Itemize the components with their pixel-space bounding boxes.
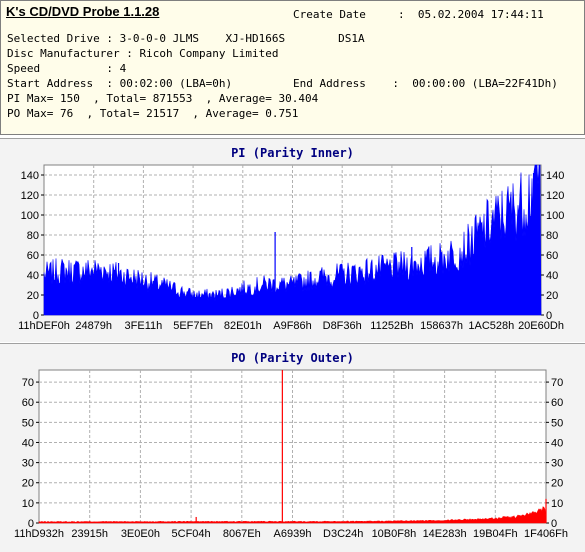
x-tick-label: 82E01h — [224, 320, 262, 332]
y-tick-label-right: 40 — [546, 270, 558, 282]
y-tick-label-right: 50 — [551, 417, 563, 429]
x-tick-label: 5CF04h — [172, 528, 211, 540]
y-tick-label-left: 40 — [22, 437, 34, 449]
x-tick-label: 14E283h — [423, 528, 467, 540]
pi-stats-text: PI Max= 150 , Total= 871553 , Average= 3… — [7, 92, 319, 105]
x-tick-label: 24879h — [75, 320, 112, 332]
x-tick-label: 158637h — [420, 320, 463, 332]
y-tick-label-right: 100 — [546, 210, 564, 222]
y-tick-label-right: 140 — [546, 170, 564, 182]
y-tick-label-left: 60 — [27, 250, 39, 262]
x-tick-label: 1AC528h — [468, 320, 514, 332]
y-tick-label-left: 20 — [27, 290, 39, 302]
x-tick-label: 23915h — [71, 528, 108, 540]
x-tick-label: 3E0E0h — [121, 528, 160, 540]
x-tick-label: 1F406Fh — [524, 528, 568, 540]
y-tick-label-left: 40 — [27, 270, 39, 282]
x-tick-label: 11hDEF0h — [18, 320, 70, 332]
end-address-text: End Address : 00:00:00 (LBA=22F41Dh) — [293, 77, 558, 90]
y-tick-label-right: 20 — [551, 478, 563, 490]
y-tick-label-right: 60 — [546, 250, 558, 262]
y-tick-label-left: 100 — [21, 210, 39, 222]
y-tick-label-left: 70 — [22, 377, 34, 389]
pi-chart: 0 0 20 20 40 40 60 60 80 80 100 100 120 120 140 140 11hD… — [18, 164, 564, 332]
x-tick-label: 19B04Fh — [473, 528, 518, 540]
x-tick-label: 20E60Dh — [518, 320, 564, 332]
speed-text: Speed : 4 — [7, 62, 127, 75]
disc-manufacturer-text: Disc Manufacturer : Ricoh Company Limite… — [7, 47, 279, 60]
y-tick-label-right: 120 — [546, 190, 564, 202]
y-tick-label-left: 0 — [33, 310, 39, 322]
y-tick-label-right: 10 — [551, 498, 563, 510]
x-tick-label: D3C24h — [323, 528, 363, 540]
x-tick-label: 5EF7Eh — [173, 320, 213, 332]
start-address-text: Start Address : 00:02:00 (LBA=0h) — [7, 77, 233, 90]
y-tick-label-right: 0 — [551, 518, 557, 530]
x-tick-label: 11hD932h — [14, 528, 64, 540]
create-date-value: : 05.02.2004 17:44:11 — [398, 8, 544, 21]
x-tick-label: 10B0F8h — [372, 528, 417, 540]
data-series — [43, 164, 542, 316]
pi-chart-title: PI (Parity Inner) — [231, 146, 354, 160]
po-chart: 0 0 10 10 20 20 30 30 40 40 50 50 60 60 70 70 11hD932h 23… — [14, 369, 568, 540]
data-series — [38, 506, 547, 524]
po-chart-title: PO (Parity Outer) — [231, 351, 354, 365]
y-tick-label-right: 20 — [546, 290, 558, 302]
y-tick-label-right: 40 — [551, 437, 563, 449]
y-tick-label-left: 140 — [21, 170, 39, 182]
create-date-label: Create Date — [293, 8, 366, 21]
x-tick-label: D8F36h — [323, 320, 362, 332]
y-tick-label-left: 10 — [22, 498, 34, 510]
selected-drive-text: Selected Drive : 3-0-0-0 JLMS XJ-HD166S … — [7, 32, 365, 45]
x-tick-label: 3FE11h — [125, 320, 163, 332]
info-header: K's CD/DVD Probe 1.1.28 Create Date : 05… — [0, 0, 585, 135]
y-tick-label-left: 30 — [22, 458, 34, 470]
y-tick-label-left: 50 — [22, 417, 34, 429]
po-stats-text: PO Max= 76 , Total= 21517 , Average= 0.7… — [7, 107, 299, 120]
y-tick-label-left: 60 — [22, 397, 34, 409]
y-tick-label-left: 80 — [27, 230, 39, 242]
y-tick-label-right: 80 — [546, 230, 558, 242]
app-title: K's CD/DVD Probe 1.1.28 — [6, 4, 160, 19]
pi-chart-panel: PI (Parity Inner) 0 0 20 20 40 40 60 60 80 80 100 1… — [0, 138, 585, 342]
y-tick-label-right: 70 — [551, 377, 563, 389]
y-tick-label-right: 0 — [546, 310, 552, 322]
y-tick-label-left: 120 — [21, 190, 39, 202]
y-tick-label-right: 60 — [551, 397, 563, 409]
x-tick-label: 11252Bh — [370, 320, 413, 332]
y-tick-label-left: 20 — [22, 478, 34, 490]
x-tick-label: A6939h — [274, 528, 312, 540]
y-tick-label-left: 0 — [28, 518, 34, 530]
y-tick-label-right: 30 — [551, 458, 563, 470]
x-tick-label: 8067Eh — [223, 528, 261, 540]
x-tick-label: A9F86h — [273, 320, 312, 332]
po-chart-panel: PO (Parity Outer) 0 0 10 10 20 20 30 30 40 40 50 50… — [0, 343, 585, 552]
